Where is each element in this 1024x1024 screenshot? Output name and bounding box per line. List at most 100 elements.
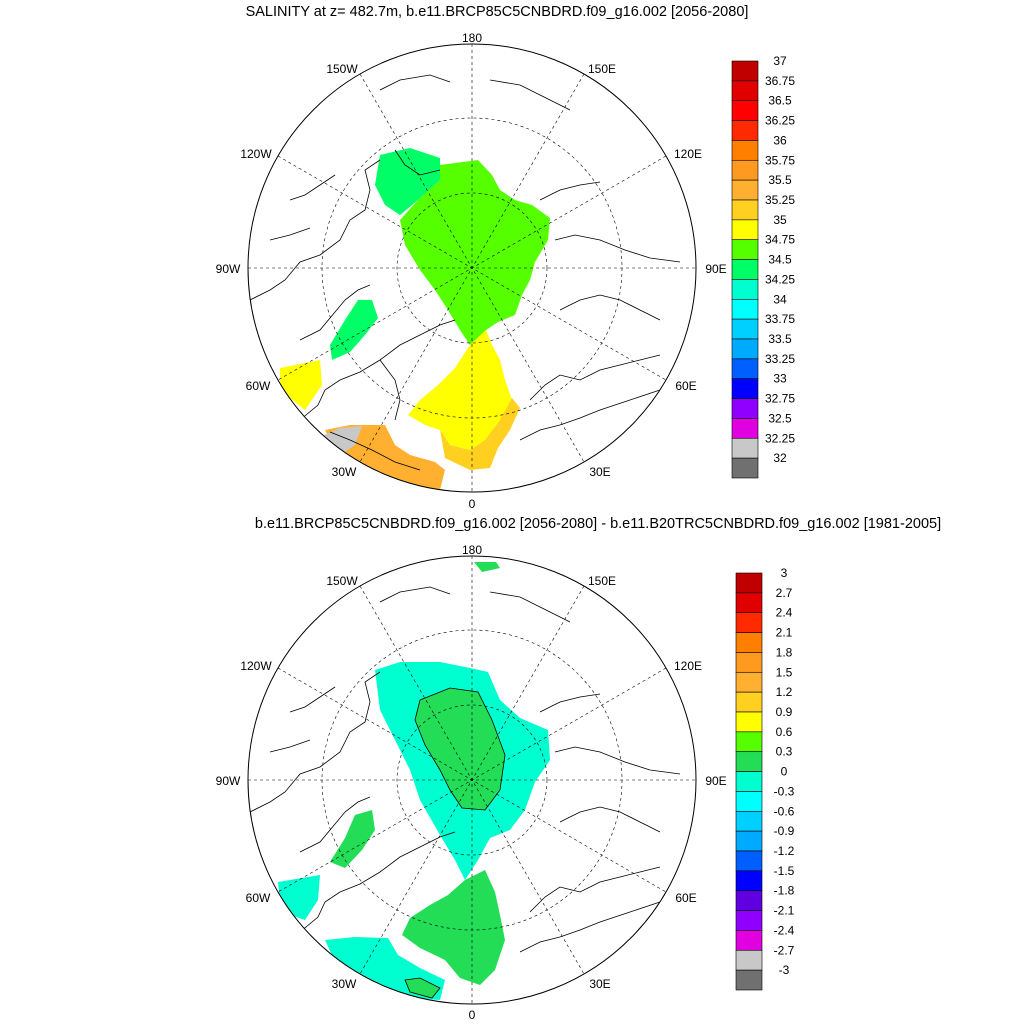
- colorbar-tick-label: -2.7: [774, 943, 795, 957]
- bottom-lon-label: 30E: [589, 977, 610, 991]
- colorbar-tick-label: 2.4: [776, 606, 793, 620]
- colorbar-swatch: [735, 652, 763, 673]
- top-region-labrador: [280, 360, 322, 410]
- colorbar-tick-label: 33: [773, 372, 787, 386]
- colorbar-swatch: [735, 612, 763, 633]
- colorbar-swatch: [735, 632, 763, 653]
- colorbar-tick-label: 32: [773, 451, 787, 465]
- colorbar-tick-label: 33.5: [768, 332, 792, 346]
- colorbar-tick-label: -0.3: [774, 784, 795, 798]
- colorbar-tick-label: -0.6: [774, 804, 795, 818]
- bottom-map-border: [247, 555, 697, 1005]
- bottom-region-nordic: [402, 870, 505, 985]
- colorbar-tick-label: 3: [781, 566, 788, 580]
- colorbar-swatch: [735, 592, 763, 614]
- top-map: [248, 44, 696, 492]
- colorbar-swatch: [735, 751, 763, 772]
- colorbar-tick-label: -1.2: [774, 844, 795, 858]
- colorbar-swatch: [731, 437, 759, 459]
- colorbar-tick-label: 36.5: [768, 94, 792, 108]
- top-lon-label: 30W: [332, 465, 357, 479]
- colorbar-swatch: [735, 969, 763, 991]
- top-longitude-labels: 180 150E 120E 90E 60E 30E 0 30W 60W 90W …: [216, 31, 727, 511]
- bottom-colorbar: 3 2.7 2.4 2.1 1.8 1.5 1.2 0.9 0.6 0.3 0 -0.3 -0.6 -0.…: [735, 566, 795, 991]
- colorbar-swatch: [731, 259, 759, 280]
- colorbar-swatch: [731, 338, 759, 360]
- colorbar-tick-label: 35.25: [765, 193, 795, 207]
- colorbar-tick-label: 1.8: [776, 645, 793, 659]
- bottom-lon-label: 60W: [246, 891, 271, 905]
- colorbar-tick-label: 0.6: [776, 725, 793, 739]
- colorbar-swatch: [731, 298, 759, 320]
- colorbar-tick-label: -2.4: [774, 923, 795, 937]
- colorbar-swatch: [731, 60, 759, 82]
- top-map-border: [247, 43, 697, 493]
- top-region-baffin: [330, 300, 378, 360]
- colorbar-tick-label: 37: [773, 54, 787, 68]
- colorbar-swatch: [735, 949, 763, 971]
- colorbar-swatch: [731, 80, 759, 102]
- colorbar-tick-label: 32.75: [765, 392, 795, 406]
- colorbar-swatch: [731, 219, 759, 241]
- colorbar-tick-label: 34.25: [765, 272, 795, 286]
- top-lon-label: 150E: [588, 62, 616, 76]
- colorbar-swatch: [731, 199, 759, 221]
- colorbar-tick-label: 0: [781, 765, 788, 779]
- colorbar-swatch: [731, 378, 759, 399]
- top-lon-label: 180: [462, 31, 482, 45]
- top-region-nordic: [408, 330, 512, 450]
- colorbar-swatch: [735, 771, 763, 792]
- bottom-lon-label: 60E: [675, 891, 696, 905]
- colorbar-swatch: [735, 930, 763, 951]
- colorbar-tick-label: 0.9: [776, 705, 793, 719]
- bottom-map: [248, 556, 696, 1004]
- colorbar-swatch: [735, 890, 763, 911]
- top-lon-label: 60W: [246, 379, 271, 393]
- bottom-region-baffin: [330, 810, 375, 868]
- colorbar-swatch: [735, 830, 763, 852]
- colorbar-swatch: [731, 239, 759, 260]
- top-colorbar: 37 36.75 36.5 36.25 36 35.75 35.5 35.25 35 34.75 3…: [731, 54, 795, 479]
- colorbar-tick-label: 2.7: [776, 586, 793, 600]
- colorbar-tick-label: 34: [773, 292, 787, 306]
- colorbar-tick-label: 0.3: [776, 745, 793, 759]
- colorbar-tick-label: 1.2: [776, 685, 793, 699]
- colorbar-tick-label: 32.25: [765, 431, 795, 445]
- colorbar-tick-label: 34.5: [768, 253, 792, 267]
- bottom-lon-label: 120W: [240, 659, 272, 673]
- top-coastlines: [249, 74, 681, 441]
- top-lon-label: 150W: [326, 62, 358, 76]
- colorbar-swatch: [731, 279, 759, 300]
- colorbar-swatch: [735, 910, 763, 931]
- colorbar-tick-label: -0.9: [774, 824, 795, 838]
- top-graticule: [248, 44, 696, 492]
- colorbar-swatch: [731, 100, 759, 121]
- bottom-longitude-labels: 180 150E 120E 90E 60E 30E 0 30W 60W 90W …: [216, 543, 727, 1022]
- top-region-beaufort: [375, 148, 440, 215]
- colorbar-tick-label: 35.75: [765, 153, 795, 167]
- top-lon-label: 90E: [705, 262, 726, 276]
- top-region-canadian-basin: [400, 160, 550, 345]
- bottom-lon-label: 0: [469, 1008, 476, 1022]
- colorbar-swatch: [731, 457, 759, 479]
- colorbar-tick-label: 33.25: [765, 352, 795, 366]
- colorbar-swatch: [735, 711, 763, 733]
- colorbar-swatch: [735, 850, 763, 872]
- colorbar-swatch: [731, 159, 759, 181]
- colorbar-tick-label: 2.1: [776, 626, 793, 640]
- colorbar-tick-label: 36.25: [765, 114, 795, 128]
- colorbar-swatch: [731, 318, 759, 340]
- bottom-lon-label: 150W: [326, 574, 358, 588]
- colorbar-tick-label: 33.75: [765, 312, 795, 326]
- colorbar-tick-label: 35.5: [768, 173, 792, 187]
- bottom-lon-label: 90E: [705, 774, 726, 788]
- colorbar-swatch: [735, 691, 763, 713]
- colorbar-tick-label: 32.5: [768, 411, 792, 425]
- colorbar-swatch: [731, 418, 759, 439]
- top-lon-label: 0: [469, 497, 476, 511]
- bottom-graticule: [248, 556, 696, 1004]
- top-lon-label: 120E: [674, 147, 702, 161]
- top-lon-label: 120W: [240, 147, 272, 161]
- bottom-lon-label: 30W: [332, 977, 357, 991]
